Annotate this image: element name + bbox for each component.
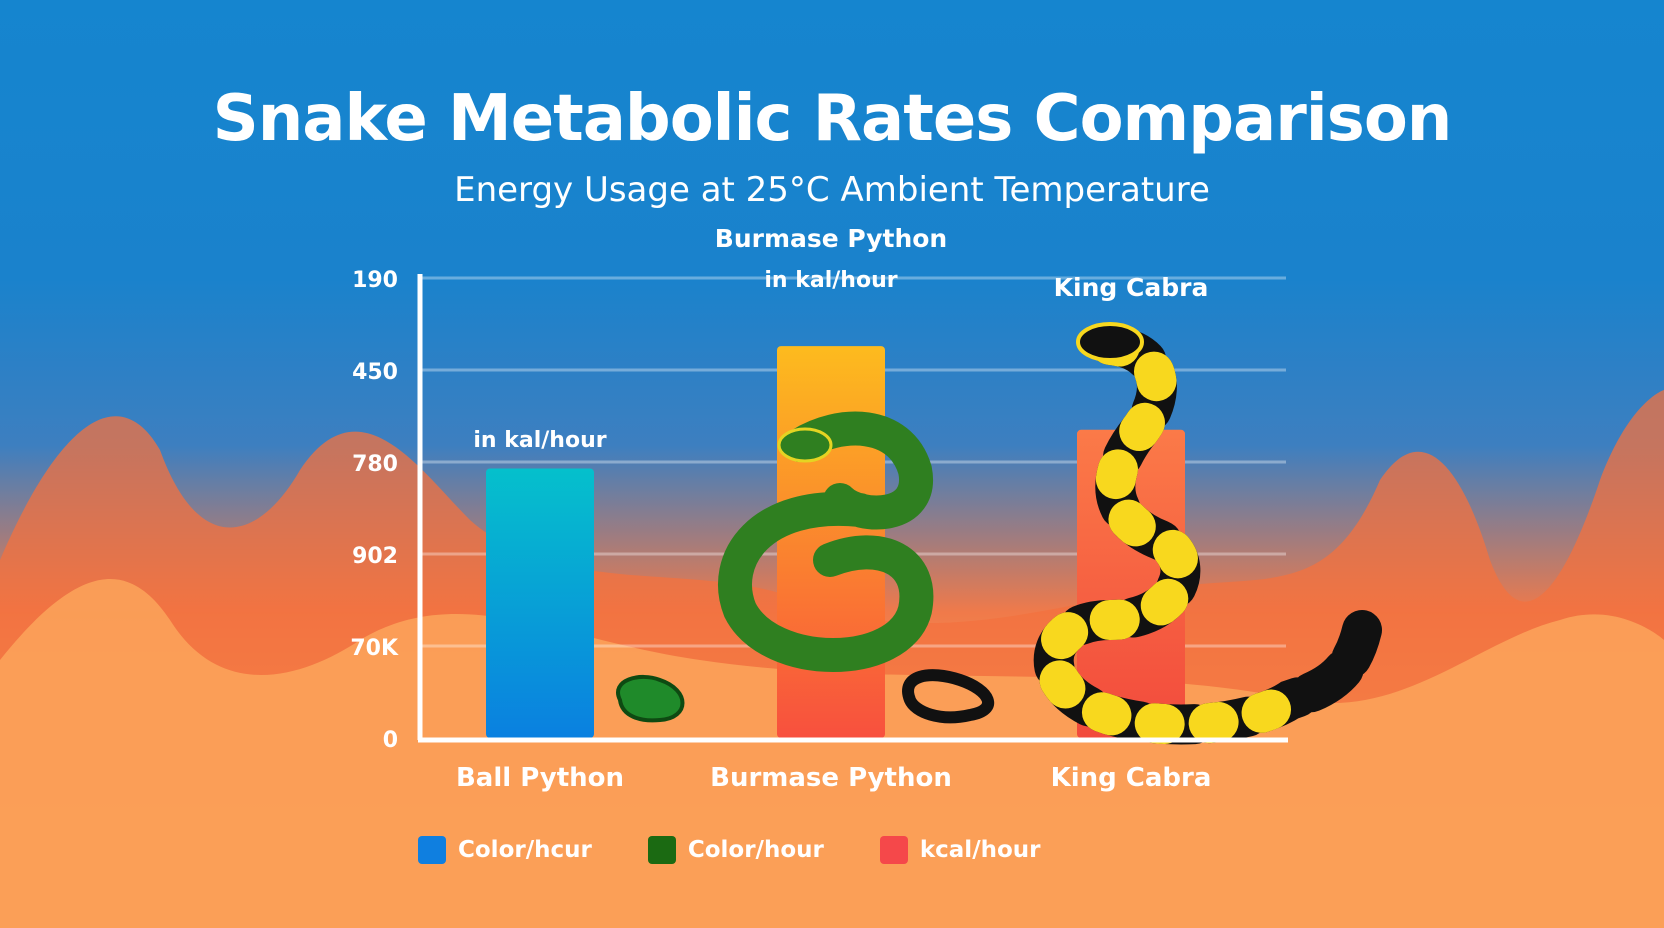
chart-title: Snake Metabolic Rates Comparison [212,82,1453,156]
bar-annotation: Burmase Python [715,224,947,253]
bar-annotation: in kal/hour [764,268,897,293]
legend-label: Color/hour [687,837,824,863]
legend-swatch [647,836,676,864]
burmese-python-snake [718,411,934,672]
legend-label: Color/hcur [458,837,592,863]
legend-swatch [418,836,446,864]
y-axis-ticks: 0 70K 902 780 450 190 [350,268,399,753]
y-tick-label: 450 [352,360,398,385]
axes [417,274,1288,743]
legend-item: Color/hour [647,836,824,864]
banded-snake [902,669,995,724]
y-tick-label: 190 [352,268,398,293]
y-tick-label: 780 [352,452,398,477]
chart-subtitle: Energy Usage at 25°C Ambient Temperature [454,170,1210,210]
legend-item: Color/hcur [418,836,592,864]
bar-annotation: in kal/hour [473,428,606,453]
legend-label: kcal/hour [919,837,1041,863]
snake-illustrations [616,322,1382,745]
bar [486,468,594,738]
x-category-label: Ball Python [456,763,624,793]
bar-annotation: King Cabra [1054,273,1209,302]
x-category-label: Burmase Python [710,763,952,793]
king-cobra-head [1076,322,1144,362]
y-tick-label: 902 [352,544,398,569]
legend-swatch [879,836,908,864]
legend-item: kcal/hour [879,836,1041,864]
y-tick-label: 70K [350,636,399,661]
y-tick-label: 0 [383,728,398,753]
ball-python-snake [616,674,685,723]
burmese-python-head [777,427,833,463]
legend: Color/hcur Color/hour kcal/hour [418,836,1041,864]
x-category-label: King Cabra [1051,763,1212,793]
